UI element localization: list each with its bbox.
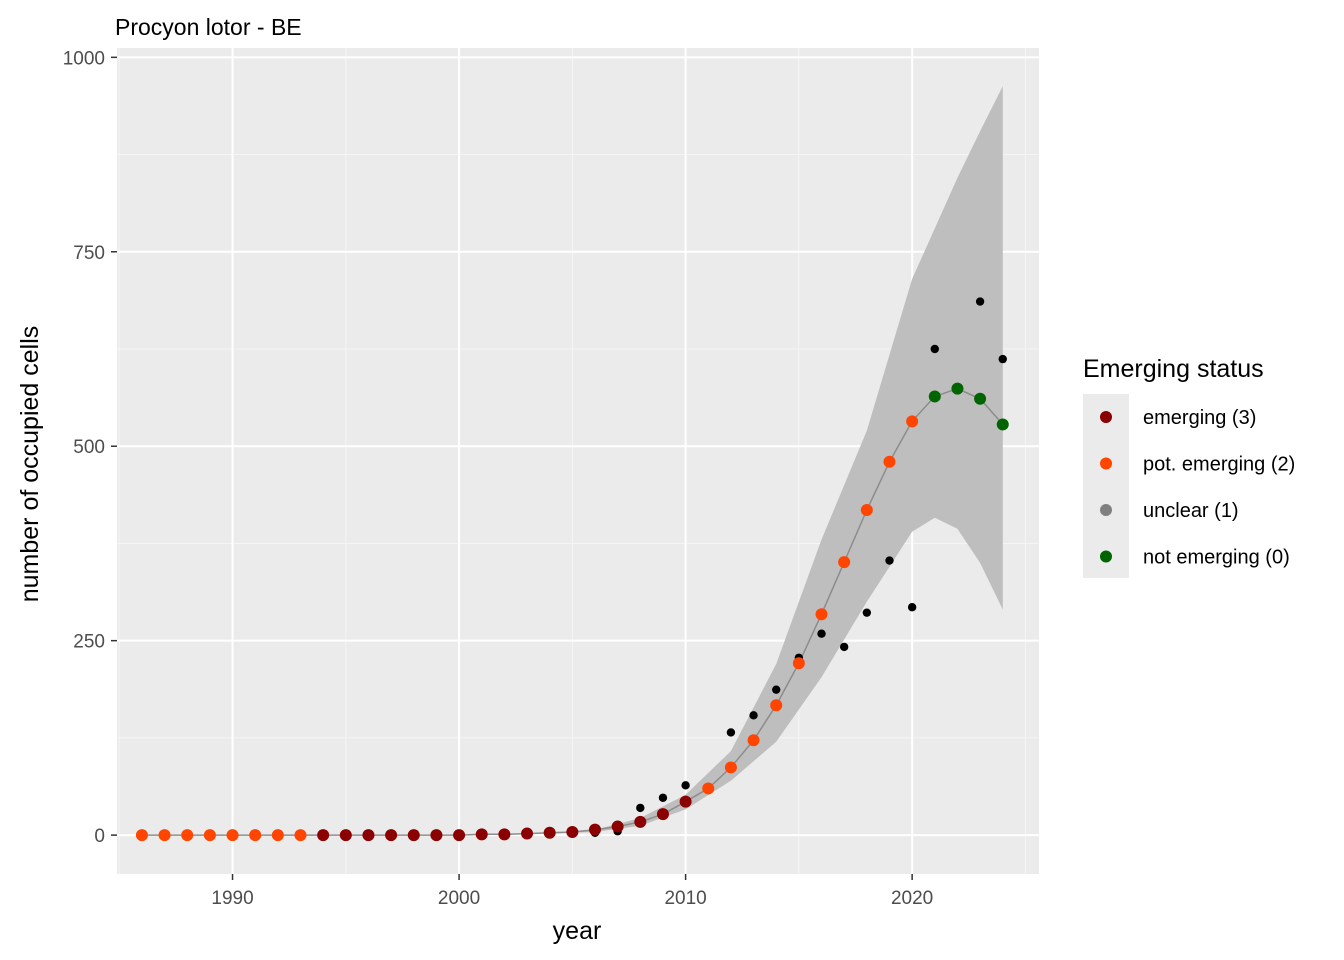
fitted-point xyxy=(362,829,375,842)
confidence-ribbon xyxy=(141,86,1003,836)
fitted-point xyxy=(453,829,466,842)
observed-point xyxy=(998,354,1007,364)
fitted-point xyxy=(385,829,398,842)
legend-key xyxy=(1100,411,1112,423)
observed-point xyxy=(930,344,939,354)
observed-point xyxy=(772,685,781,694)
fitted-point xyxy=(838,556,851,569)
y-tick-label: 500 xyxy=(73,437,105,458)
axes: 1990 2000 2010 2020 0 250 500 750 1000 xyxy=(63,48,934,909)
observed-point xyxy=(636,803,645,813)
fitted-point xyxy=(203,829,216,842)
legend-label: pot. emerging (2) xyxy=(1143,454,1295,476)
x-tick-label: 2000 xyxy=(438,888,480,909)
fitted-point xyxy=(724,761,737,774)
fitted-point xyxy=(951,382,964,395)
fitted-point xyxy=(317,829,330,842)
legend-label: emerging (3) xyxy=(1143,407,1256,429)
fitted-point xyxy=(271,829,284,842)
legend-label: not emerging (0) xyxy=(1143,547,1290,569)
observed-point xyxy=(726,728,736,737)
observed-point xyxy=(907,603,917,612)
x-tick-label: 1990 xyxy=(211,888,253,909)
fitted-point xyxy=(883,455,896,468)
x-tick-label: 2010 xyxy=(664,888,706,909)
observed-point xyxy=(658,793,668,802)
fitted-point xyxy=(566,826,579,838)
fitted-point xyxy=(498,828,511,841)
fitted-point xyxy=(407,829,420,842)
y-tick-label: 750 xyxy=(73,243,105,264)
legend-title: Emerging status xyxy=(1083,355,1264,383)
observed-point xyxy=(862,608,872,617)
x-tick-label: 2020 xyxy=(891,888,933,909)
fitted-point xyxy=(770,699,783,712)
fitted-point xyxy=(996,418,1009,431)
y-tick-label: 250 xyxy=(73,632,105,653)
major-gridlines xyxy=(117,48,1039,874)
chart-title: Procyon lotor - BE xyxy=(115,14,302,40)
observed-point xyxy=(839,642,849,652)
fitted-point xyxy=(792,657,805,670)
x-axis-title: year xyxy=(553,917,602,945)
legend: Emerging status emerging (3) pot. emergin… xyxy=(1083,355,1295,578)
fitted-points xyxy=(135,382,1009,842)
observed-point xyxy=(975,297,985,306)
fitted-point xyxy=(679,795,692,808)
y-tick-label: 1000 xyxy=(63,48,105,69)
fitted-point xyxy=(860,504,873,516)
fitted-point xyxy=(702,782,715,795)
y-tick-label: 0 xyxy=(94,826,105,847)
fitted-point xyxy=(249,829,262,842)
fitted-point xyxy=(928,390,941,403)
fitted-point xyxy=(135,829,148,842)
fitted-point xyxy=(906,415,919,428)
fitted-point xyxy=(430,829,443,842)
fitted-point xyxy=(656,808,669,821)
legend-label: unclear (1) xyxy=(1143,500,1239,522)
y-axis-title: number of occupied cells xyxy=(16,326,44,603)
legend-key xyxy=(1100,550,1112,563)
fitted-point xyxy=(294,829,307,842)
fitted-point xyxy=(634,815,647,828)
observed-point xyxy=(885,556,894,565)
fitted-point xyxy=(521,827,534,840)
legend-key xyxy=(1100,504,1112,516)
fitted-point xyxy=(588,823,601,836)
confidence-band xyxy=(141,86,1003,836)
fitted-point xyxy=(815,608,828,621)
fitted-point xyxy=(747,734,760,747)
observed-point xyxy=(749,711,758,720)
fitted-point xyxy=(974,392,987,405)
fitted-point xyxy=(475,828,488,841)
observed-point xyxy=(681,781,690,790)
fitted-point xyxy=(543,826,556,839)
fitted-point xyxy=(611,820,624,833)
fitted-point xyxy=(181,829,194,842)
legend-key-background xyxy=(1083,394,1129,578)
legend-key xyxy=(1100,457,1112,470)
observed-point xyxy=(817,629,826,638)
fitted-point xyxy=(339,829,352,842)
fitted-point xyxy=(226,829,239,842)
fitted-point xyxy=(158,829,171,842)
